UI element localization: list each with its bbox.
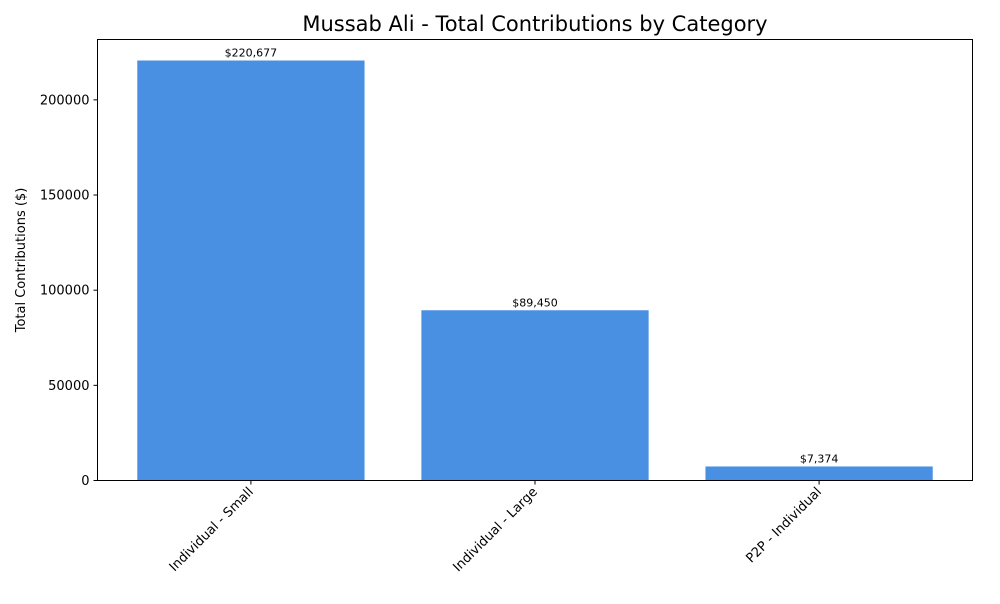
y-tick-label: 50000	[48, 379, 89, 394]
y-tick-label: 200000	[40, 93, 90, 108]
y-tick-label: 150000	[40, 189, 90, 204]
bar-value-label: $7,374	[800, 452, 839, 465]
bar	[421, 310, 649, 481]
y-axis-label: Total Contributions ($)	[14, 188, 29, 334]
bar-value-label: $89,450	[512, 296, 558, 309]
bars-layer	[137, 60, 933, 481]
y-tick-label: 100000	[40, 284, 90, 299]
plot-frame	[97, 39, 973, 481]
bar	[705, 466, 933, 481]
data-labels-layer: $220,677 $89,450 $7,374	[225, 47, 839, 466]
y-axis: 0 50000 100000 150000 200000	[40, 93, 98, 489]
y-tick-label: 0	[81, 474, 89, 489]
chart-title: Mussab Ali - Total Contributions by Cate…	[302, 12, 767, 36]
bar	[137, 60, 365, 481]
bar-value-label: $220,677	[225, 47, 278, 60]
